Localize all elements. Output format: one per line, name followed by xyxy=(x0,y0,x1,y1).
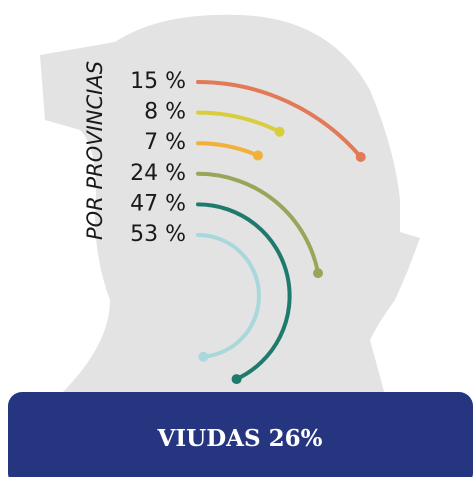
arc xyxy=(196,233,262,359)
arc-end-dot xyxy=(198,351,209,362)
banner xyxy=(8,392,473,477)
arc xyxy=(196,110,282,134)
value-label: 47 % xyxy=(130,191,186,216)
chart-title: POR PROVINCIAS xyxy=(83,61,107,240)
arc-end-dot xyxy=(274,126,285,137)
value-label: 24 % xyxy=(130,161,186,186)
arc-end-dot xyxy=(313,268,324,279)
value-label: 15 % xyxy=(130,69,186,94)
arc-end-dot xyxy=(231,374,242,385)
arc-end-dot xyxy=(252,150,263,161)
value-label: 7 % xyxy=(144,130,186,155)
arc xyxy=(196,80,363,160)
arc-end-dot xyxy=(355,152,366,163)
arc xyxy=(196,171,321,276)
silhouette xyxy=(40,14,420,396)
value-label: 8 % xyxy=(144,100,186,125)
arc xyxy=(196,202,292,382)
value-label: 53 % xyxy=(130,222,186,247)
banner-text: VIUDAS 26% xyxy=(157,425,323,452)
